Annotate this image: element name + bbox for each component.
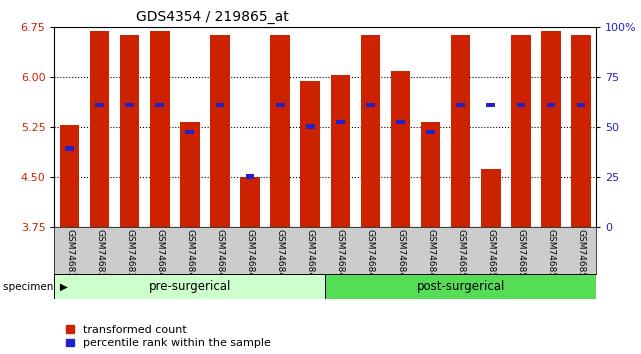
Bar bbox=[271, 35, 290, 227]
Text: GSM746841: GSM746841 bbox=[185, 229, 194, 284]
Bar bbox=[240, 177, 260, 227]
Bar bbox=[481, 169, 501, 227]
Bar bbox=[215, 103, 224, 107]
Bar bbox=[210, 35, 229, 227]
Bar bbox=[90, 31, 110, 227]
Bar bbox=[301, 81, 320, 227]
Bar bbox=[577, 103, 585, 107]
Bar bbox=[517, 103, 526, 107]
Bar bbox=[456, 103, 465, 107]
Bar bbox=[571, 35, 591, 227]
Text: GSM746837: GSM746837 bbox=[65, 229, 74, 284]
Text: GSM746851: GSM746851 bbox=[487, 229, 495, 284]
Text: GSM746850: GSM746850 bbox=[456, 229, 465, 284]
Text: GDS4354 / 219865_at: GDS4354 / 219865_at bbox=[136, 10, 288, 24]
Bar bbox=[331, 75, 350, 227]
Legend: transformed count, percentile rank within the sample: transformed count, percentile rank withi… bbox=[67, 325, 271, 348]
Text: GSM746853: GSM746853 bbox=[547, 229, 556, 284]
Text: GSM746846: GSM746846 bbox=[336, 229, 345, 284]
Bar bbox=[155, 103, 164, 107]
Bar bbox=[96, 103, 104, 107]
Bar bbox=[185, 130, 194, 134]
Text: GSM746838: GSM746838 bbox=[95, 229, 104, 284]
Bar bbox=[547, 103, 555, 107]
Text: GSM746840: GSM746840 bbox=[155, 229, 164, 284]
Bar bbox=[276, 103, 285, 107]
Bar bbox=[336, 120, 345, 124]
Bar bbox=[396, 120, 405, 124]
Bar bbox=[391, 71, 410, 227]
Bar bbox=[180, 122, 200, 227]
Bar bbox=[426, 130, 435, 134]
Text: pre-surgerical: pre-surgerical bbox=[149, 280, 231, 293]
Bar bbox=[246, 175, 254, 179]
Text: GSM746848: GSM746848 bbox=[396, 229, 405, 284]
Text: GSM746847: GSM746847 bbox=[366, 229, 375, 284]
Bar bbox=[366, 103, 375, 107]
Bar bbox=[541, 31, 561, 227]
Bar bbox=[511, 35, 531, 227]
Bar bbox=[326, 274, 596, 299]
Text: GSM746842: GSM746842 bbox=[215, 229, 224, 284]
Bar bbox=[150, 31, 170, 227]
Text: GSM746844: GSM746844 bbox=[276, 229, 285, 284]
Bar bbox=[65, 146, 74, 151]
Bar bbox=[451, 35, 470, 227]
Bar bbox=[54, 274, 326, 299]
Text: post-surgerical: post-surgerical bbox=[417, 280, 505, 293]
Bar bbox=[361, 35, 380, 227]
Text: GSM746843: GSM746843 bbox=[246, 229, 254, 284]
Text: GSM746839: GSM746839 bbox=[125, 229, 134, 284]
Bar bbox=[120, 35, 140, 227]
Bar bbox=[125, 103, 134, 107]
Text: GSM746849: GSM746849 bbox=[426, 229, 435, 284]
Bar bbox=[60, 125, 79, 227]
Text: specimen  ▶: specimen ▶ bbox=[3, 282, 68, 292]
Text: GSM746852: GSM746852 bbox=[517, 229, 526, 284]
Bar bbox=[306, 124, 315, 129]
Text: GSM746854: GSM746854 bbox=[577, 229, 586, 284]
Bar bbox=[421, 122, 440, 227]
Text: GSM746845: GSM746845 bbox=[306, 229, 315, 284]
Bar bbox=[487, 103, 495, 107]
